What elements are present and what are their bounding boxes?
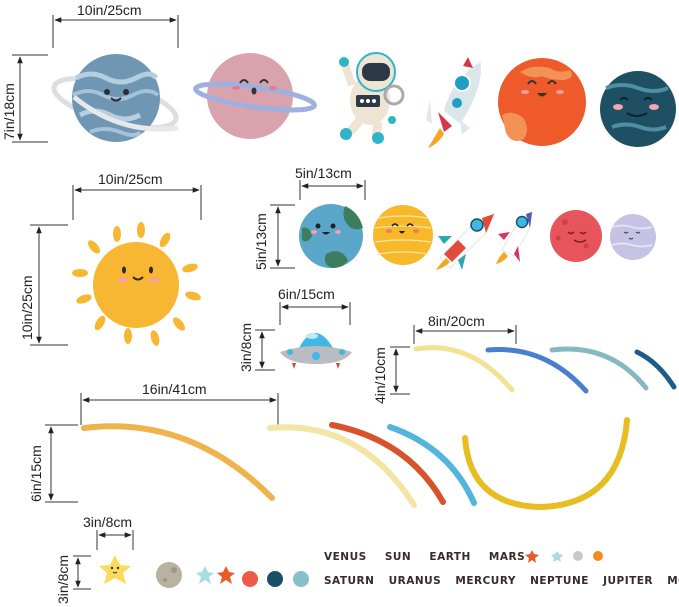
astronaut-sticker (339, 52, 405, 144)
dark-teal-planet-sticker (600, 71, 676, 147)
rocket-sticker (426, 57, 481, 148)
star-height-label: 3in/8cm (55, 554, 71, 604)
earth-sticker (299, 204, 363, 268)
rocket-small-1-sticker (436, 213, 495, 270)
orange-planet-sticker (498, 58, 586, 146)
sun-sticker (72, 222, 201, 346)
row1-height-label: 7in/18cm (1, 83, 17, 140)
pink-ringed-planet-sticker (193, 53, 317, 139)
large-arc-width-label: 16in/41cm (142, 381, 207, 397)
sun-height-label: 10in/25cm (19, 275, 35, 340)
large-arc-height-label: 6in/15cm (28, 445, 44, 502)
small-arc-width-label: 8in/20cm (428, 313, 485, 329)
legend-jupiter: JUPITER (603, 575, 654, 587)
dimension-lines (12, 15, 517, 590)
legend-saturn: SATURN (324, 575, 375, 587)
star-width-label: 3in/8cm (83, 514, 133, 530)
rocket-small-2-sticker (496, 210, 533, 264)
small-item-stickers (99, 555, 309, 588)
red-planet-sticker (550, 210, 602, 262)
ufo-width-label: 6in/15cm (278, 286, 335, 302)
small-planet-width-label: 5in/13cm (295, 165, 352, 181)
row1-width-label: 10in/25cm (77, 2, 142, 18)
small-arc-stickers (413, 345, 677, 394)
blue-ringed-planet-sticker (51, 54, 179, 142)
legend-row-1: VENUS SUN EARTH MARS (324, 551, 539, 563)
large-arc-stickers (81, 417, 630, 511)
yellow-planet-sticker (373, 205, 433, 265)
legend-uranus: URANUS (388, 575, 442, 587)
legend-neptune: NEPTUNE (530, 575, 589, 587)
legend-icons (525, 550, 603, 563)
legend-moon: MOON (667, 575, 679, 587)
legend-mercury: MERCURY (455, 575, 516, 587)
legend-sun: SUN (384, 551, 412, 563)
legend-mars: MARS (488, 551, 526, 563)
sun-width-label: 10in/25cm (98, 171, 163, 187)
ufo-sticker (280, 333, 352, 369)
legend-earth: EARTH (429, 551, 471, 563)
lavender-planet-sticker (610, 214, 656, 260)
ufo-height-label: 3in/8cm (238, 322, 254, 372)
legend-venus: VENUS (324, 551, 367, 563)
small-planet-height-label: 5in/13cm (253, 213, 269, 270)
legend-row-2: SATURN URANUS MERCURY NEPTUNE JUPITER MO… (324, 575, 679, 587)
small-arc-height-label: 4in/10cm (372, 347, 388, 404)
